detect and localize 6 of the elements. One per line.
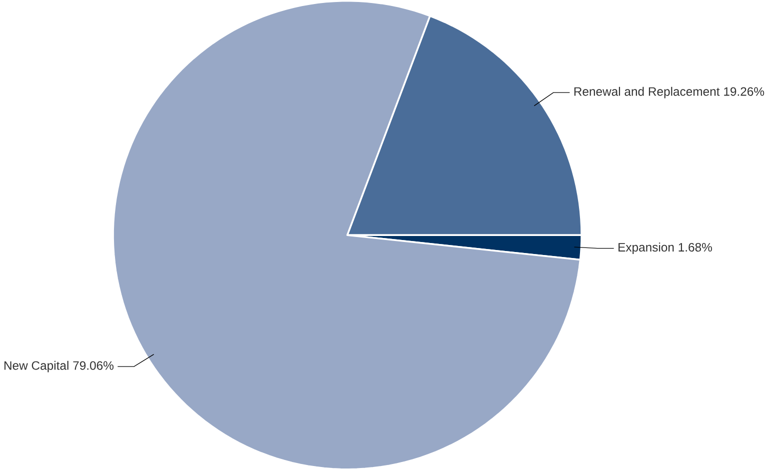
slice-label: Renewal and Replacement (574, 86, 720, 98)
slice-label: New Capital (4, 360, 68, 372)
data-label: 1.68% (678, 242, 712, 252)
slice-label: Expansion (618, 242, 674, 254)
data-label: 19.26% (724, 87, 764, 96)
data-label: 79.06% (73, 361, 114, 370)
